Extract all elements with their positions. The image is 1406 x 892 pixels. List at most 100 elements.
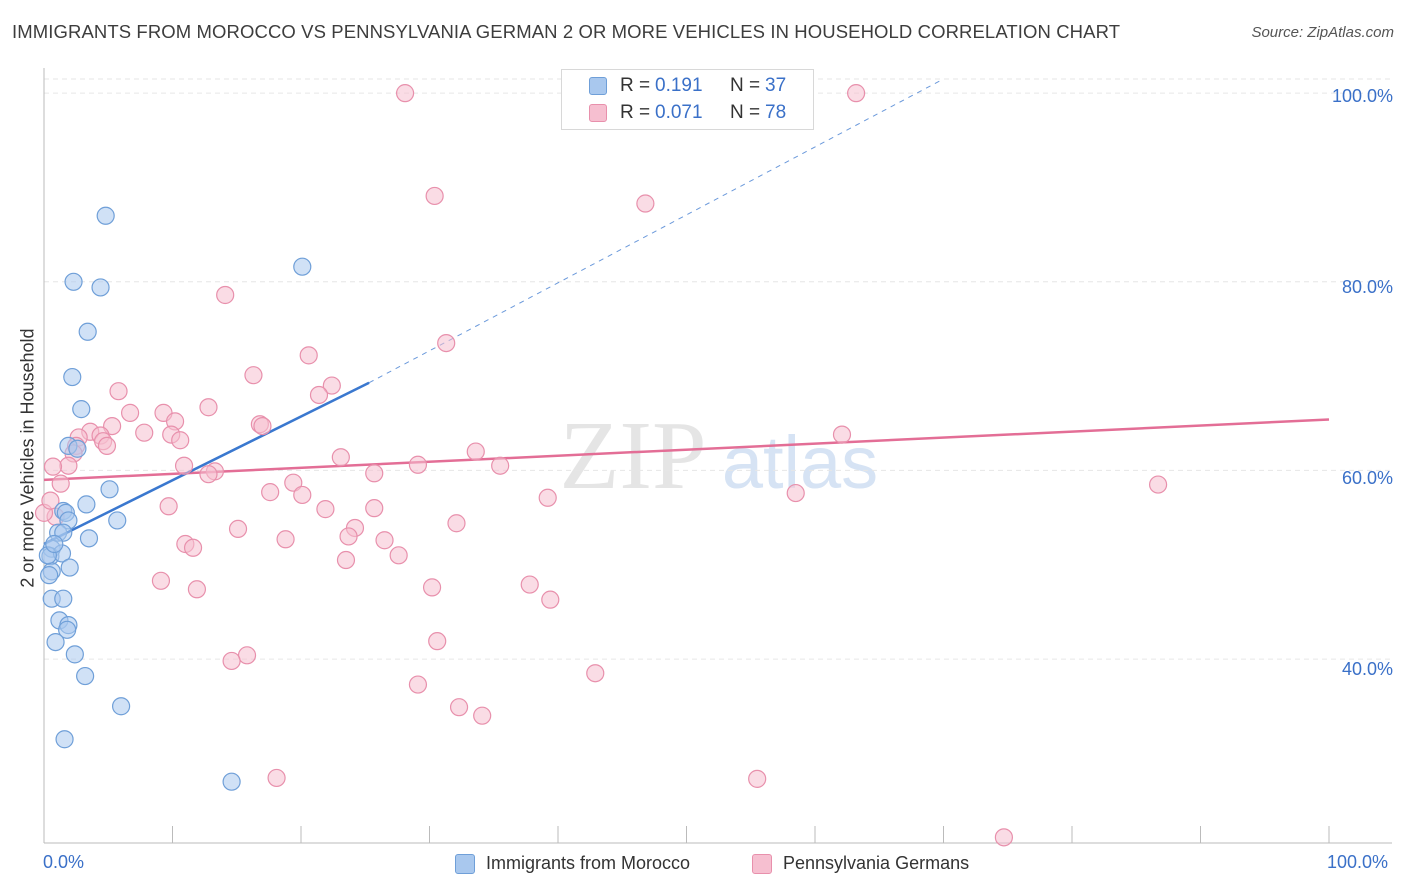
pennsylvania-point xyxy=(786,483,805,503)
pennsylvania-point xyxy=(1148,475,1168,494)
pennsylvania-point xyxy=(994,828,1013,847)
morocco-point xyxy=(108,511,127,530)
r-label: R = xyxy=(620,75,651,96)
r-label: R = xyxy=(620,102,651,123)
r-value: 0.191 xyxy=(655,75,703,96)
morocco-point xyxy=(54,589,73,608)
pennsylvania-point xyxy=(151,571,171,590)
morocco-point xyxy=(60,558,79,577)
morocco-point xyxy=(72,400,91,419)
pennsylvania-point xyxy=(322,376,341,395)
correlation-legend: R = 0.191 N = 37 R = 0.071 N = 78 xyxy=(561,69,814,130)
pennsylvania-point xyxy=(538,488,557,507)
pennsylvania-point xyxy=(199,398,218,417)
pennsylvania-point xyxy=(135,423,154,442)
pennsylvania-point xyxy=(832,425,852,444)
grid-lines xyxy=(44,78,1392,660)
pennsylvania-point xyxy=(228,519,248,539)
pennsylvania-point xyxy=(216,285,235,305)
axes xyxy=(43,68,1392,844)
pennsylvania-point xyxy=(199,465,218,484)
legend-swatch-pink xyxy=(589,104,607,122)
pennsylvania-point xyxy=(293,485,312,505)
watermark-zip: ZIP xyxy=(560,402,707,510)
pennsylvania-point xyxy=(375,531,394,550)
pennsylvania-point xyxy=(171,431,190,450)
y-tick-label-80: 80.0% xyxy=(1341,277,1393,297)
pennsylvania-point xyxy=(97,436,117,456)
pennsylvania-point xyxy=(309,385,329,405)
pennsylvania-point xyxy=(336,550,356,570)
morocco-point xyxy=(111,697,131,716)
pennsylvania-point xyxy=(267,768,286,788)
pennsylvania-point xyxy=(447,514,466,533)
pennsylvania-point xyxy=(586,664,605,683)
pennsylvania-point xyxy=(395,84,415,103)
morocco-trend-extension xyxy=(368,78,944,384)
pennsylvania-point xyxy=(183,538,203,557)
legend-row-pennsylvania: R = 0.071 N = 78 xyxy=(562,100,813,127)
morocco-point xyxy=(46,632,65,652)
pennsylvania-point xyxy=(473,706,492,725)
pennsylvania-point xyxy=(466,442,485,461)
x-tick-label-min: 0.0% xyxy=(43,852,85,872)
legend-swatch-pink xyxy=(752,854,772,874)
legend-label: Immigrants from Morocco xyxy=(486,853,691,873)
morocco-point xyxy=(77,495,96,514)
pennsylvania-point xyxy=(174,456,194,475)
pennsylvania-point xyxy=(425,186,444,206)
morocco-point xyxy=(65,645,84,664)
n-label: N = xyxy=(730,102,761,123)
pennsylvania-point xyxy=(491,456,510,475)
chart-title: IMMIGRANTS FROM MOROCCO VS PENNSYLVANIA … xyxy=(12,21,1121,42)
morocco-point xyxy=(96,206,115,225)
morocco-point xyxy=(64,272,83,291)
r-value: 0.071 xyxy=(655,102,703,123)
pennsylvania-point xyxy=(109,382,128,401)
pennsylvania-point xyxy=(284,473,303,492)
pennsylvania-point xyxy=(43,457,63,476)
morocco-point xyxy=(76,666,95,686)
pennsylvania-point xyxy=(261,483,280,502)
pennsylvania-point xyxy=(847,84,866,103)
n-label: N = xyxy=(730,75,761,96)
pennsylvania-point xyxy=(222,651,241,671)
pennsylvania-point xyxy=(299,346,318,365)
pennsylvania-point xyxy=(428,632,447,651)
pennsylvania-point xyxy=(51,474,70,493)
morocco-point xyxy=(58,620,77,639)
pennsylvania-point xyxy=(365,464,384,483)
pennsylvania-point xyxy=(408,675,428,694)
morocco-point xyxy=(40,566,59,585)
pennsylvania-germans-points xyxy=(34,84,1168,847)
pennsylvania-point xyxy=(187,580,207,599)
pennsylvania-point xyxy=(276,530,295,549)
n-value: 37 xyxy=(765,75,787,96)
pennsylvania-point xyxy=(365,499,384,518)
pennsylvania-point xyxy=(316,500,335,519)
pennsylvania-point xyxy=(59,456,78,475)
pennsylvania-point xyxy=(748,769,767,788)
morocco-point xyxy=(55,730,74,749)
legend-row-morocco: R = 0.191 N = 37 xyxy=(562,73,813,100)
pennsylvania-point xyxy=(41,491,60,510)
morocco-point xyxy=(78,322,97,341)
pennsylvania-point xyxy=(244,366,263,385)
pennsylvania-point xyxy=(437,333,456,353)
morocco-point xyxy=(45,534,64,554)
source-label: Source: ZipAtlas.com xyxy=(1251,24,1394,41)
pennsylvania-point xyxy=(389,546,408,565)
pennsylvania-point xyxy=(331,448,350,467)
n-value: 78 xyxy=(765,102,787,123)
legend-label: Pennsylvania Germans xyxy=(783,853,970,873)
pennsylvania-point xyxy=(520,575,539,594)
morocco-point xyxy=(63,367,82,387)
y-tick-label-60: 60.0% xyxy=(1341,468,1393,488)
pennsylvania-point xyxy=(253,417,272,436)
morocco-trend-line xyxy=(43,381,370,546)
trend-lines xyxy=(43,78,1330,546)
x-tick-label-max: 100.0% xyxy=(1327,852,1389,872)
pennsylvania-point xyxy=(449,698,469,717)
morocco-point xyxy=(68,439,87,458)
morocco-points xyxy=(38,206,312,791)
